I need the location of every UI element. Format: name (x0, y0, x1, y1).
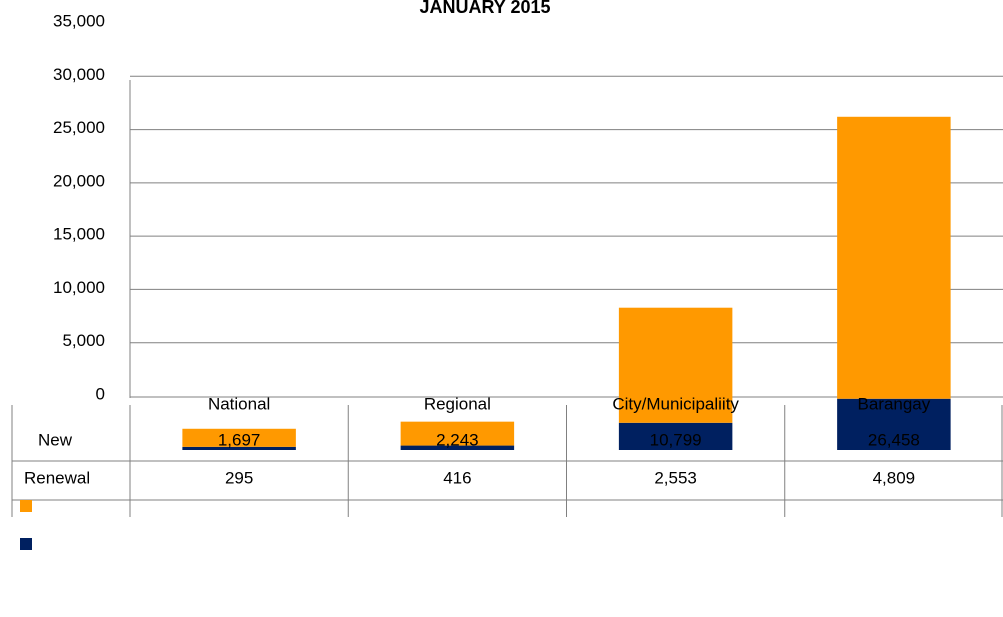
data-label: 4,809 (873, 468, 916, 487)
data-label: 1,697 (218, 430, 261, 449)
bar (400, 445, 515, 450)
bar (837, 116, 951, 399)
y-tick-label: 10,000 (53, 278, 105, 297)
data-label: 26,458 (868, 430, 920, 449)
legend-key (20, 538, 32, 550)
chart-title: JANUARY 2015 (419, 0, 550, 17)
x-tick-label: National (208, 394, 270, 413)
x-tick-label: City/Municipaliity (612, 394, 739, 413)
data-label: 2,553 (654, 468, 697, 487)
legend-key (20, 500, 32, 512)
y-tick-label: 0 (96, 384, 105, 403)
y-tick-label: 5,000 (62, 331, 105, 350)
data-label: 10,799 (650, 430, 702, 449)
y-tick-label: 35,000 (53, 11, 105, 30)
data-label: 295 (225, 468, 253, 487)
bar (618, 307, 733, 423)
bar (400, 421, 515, 446)
bar (182, 446, 296, 450)
bar (618, 422, 733, 450)
table-row-header: Renewal (24, 468, 90, 487)
y-tick-label: 30,000 (53, 65, 105, 84)
x-tick-label: Barangay (857, 394, 930, 413)
y-tick-label: 15,000 (53, 225, 105, 244)
x-tick-label: Regional (424, 394, 491, 413)
table-row-header: New (38, 430, 73, 449)
bar (182, 428, 296, 447)
bar (837, 398, 951, 450)
y-tick-label: 25,000 (53, 118, 105, 137)
data-label: 416 (443, 468, 471, 487)
y-tick-label: 20,000 (53, 171, 105, 190)
data-label: 2,243 (436, 430, 479, 449)
